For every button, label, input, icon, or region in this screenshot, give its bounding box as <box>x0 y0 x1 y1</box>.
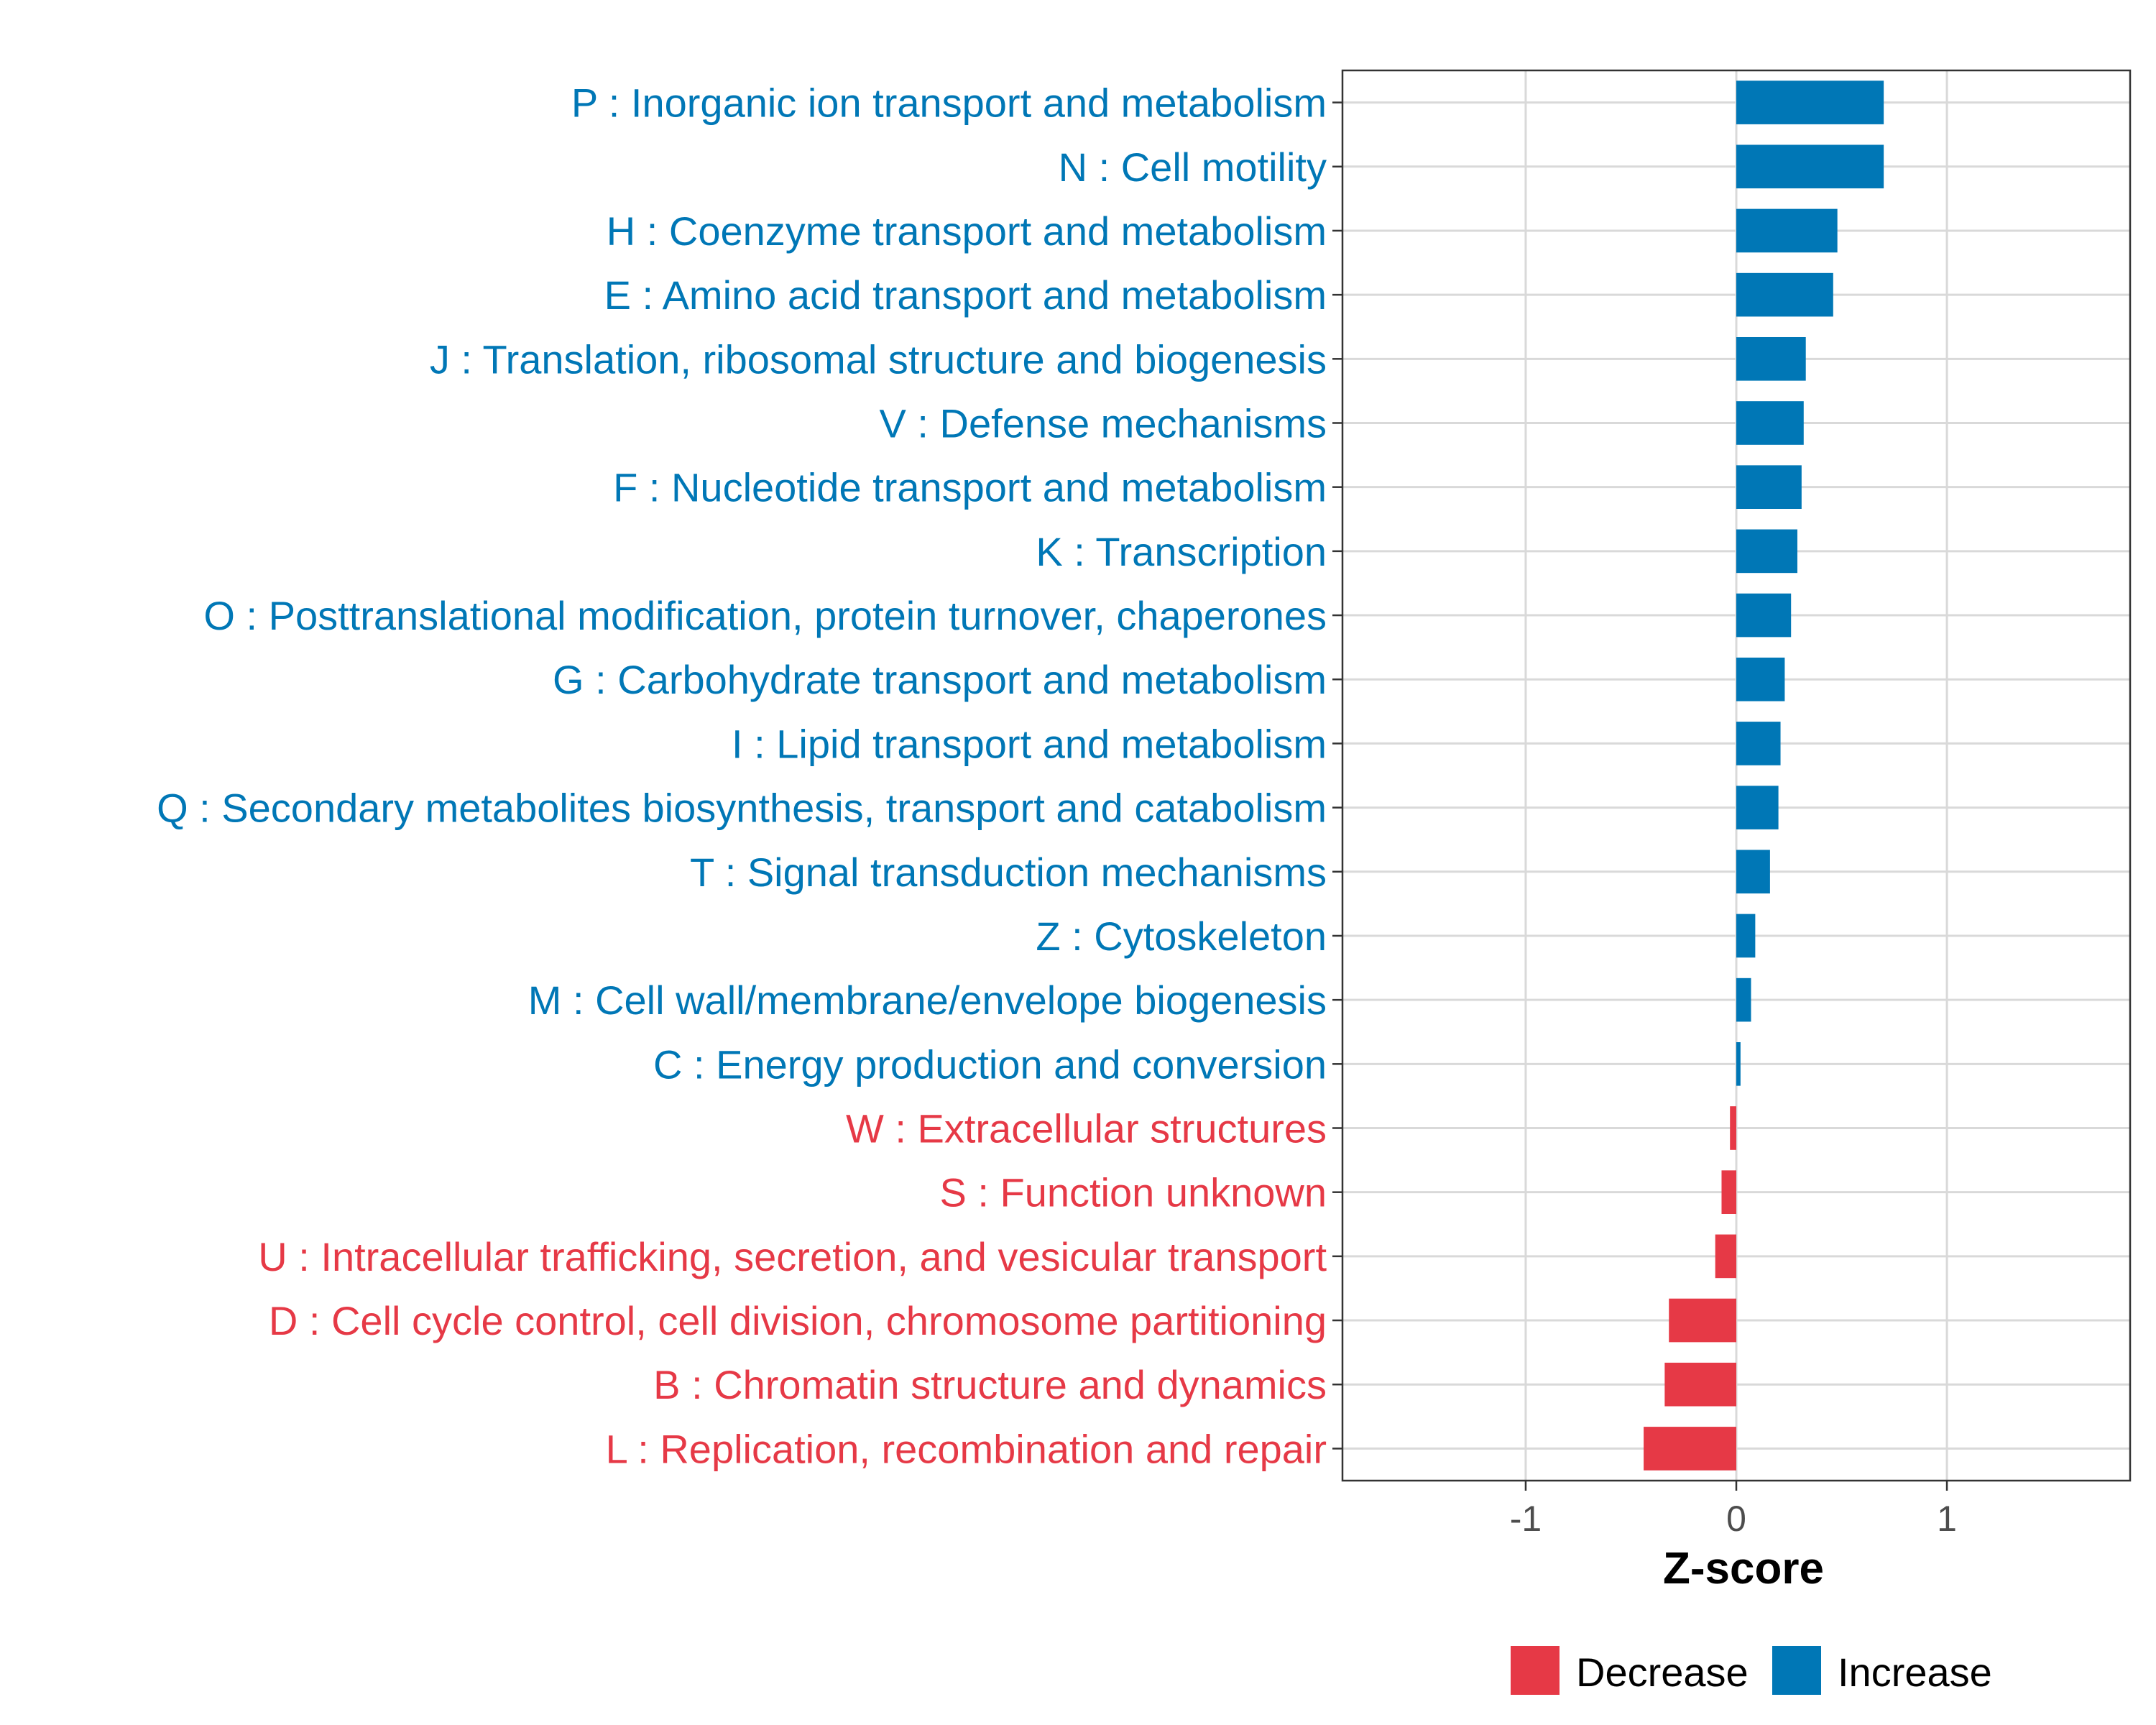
category-label-q: Q : Secondary metabolites biosynthesis, … <box>157 786 1327 831</box>
bar-m <box>1736 978 1751 1022</box>
category-label-t: T : Signal transduction mechanisms <box>690 850 1327 895</box>
bar-q <box>1736 786 1779 829</box>
category-label-d: D : Cell cycle control, cell division, c… <box>269 1298 1327 1343</box>
bar-u <box>1715 1234 1736 1279</box>
category-label-l: L : Replication, recombination and repai… <box>606 1426 1327 1471</box>
category-label-z: Z : Cytoskeleton <box>1036 914 1327 959</box>
bar-n <box>1736 144 1884 189</box>
category-label-w: W : Extracellular structures <box>846 1106 1327 1151</box>
category-label-i: I : Lipid transport and metabolism <box>732 721 1327 766</box>
bar-i <box>1736 722 1781 765</box>
category-label-m: M : Cell wall/membrane/envelope biogenes… <box>528 978 1327 1023</box>
bar-l <box>1644 1427 1736 1471</box>
bar-k <box>1736 529 1797 574</box>
category-label-j: J : Translation, ribosomal structure and… <box>430 336 1327 382</box>
bar-o <box>1736 593 1792 638</box>
bar-w <box>1730 1106 1736 1150</box>
legend: Decrease Increase <box>1511 1646 1992 1695</box>
x-axis-title: Z-score <box>1663 1544 1824 1593</box>
category-label-n: N : Cell motility <box>1059 144 1327 190</box>
bar-p <box>1736 80 1884 124</box>
bar-t <box>1736 850 1770 894</box>
x-tick-layer: -1 0 1 <box>1510 1481 1957 1539</box>
category-label-p: P : Inorganic ion transport and metaboli… <box>571 80 1327 126</box>
bar-d <box>1669 1298 1736 1343</box>
legend-label-decrease: Decrease <box>1576 1650 1749 1695</box>
category-label-s: S : Function unknown <box>939 1170 1327 1215</box>
category-label-u: U : Intracellular trafficking, secretion… <box>258 1234 1327 1279</box>
legend-key-decrease <box>1511 1646 1560 1695</box>
category-label-f: F : Nucleotide transport and metabolism <box>613 465 1327 510</box>
category-label-g: G : Carbohydrate transport and metabolis… <box>553 657 1327 702</box>
bar-f <box>1736 465 1802 510</box>
bar-h <box>1736 208 1838 253</box>
category-label-k: K : Transcription <box>1036 529 1327 574</box>
bar-s <box>1721 1170 1736 1215</box>
bar-g <box>1736 657 1785 702</box>
y-tick-layer <box>1332 101 1342 1450</box>
category-label-e: E : Amino acid transport and metabolism <box>604 272 1327 318</box>
bar-z <box>1736 914 1756 958</box>
bar-b <box>1664 1362 1736 1407</box>
bar-c <box>1736 1041 1741 1086</box>
x-tick-label-2: 1 <box>1937 1499 1957 1539</box>
category-label-h: H : Coenzyme transport and metabolism <box>607 208 1327 254</box>
category-label-layer: P : Inorganic ion transport and metaboli… <box>157 80 1327 1472</box>
bar-v <box>1736 401 1804 445</box>
bar-layer <box>1644 80 1884 1471</box>
legend-key-increase <box>1772 1646 1821 1695</box>
x-tick-label-0: -1 <box>1510 1499 1542 1539</box>
bar-e <box>1736 272 1833 317</box>
x-tick-label-1: 0 <box>1726 1499 1746 1539</box>
category-label-o: O : Posttranslational modification, prot… <box>203 593 1327 638</box>
legend-label-increase: Increase <box>1838 1650 1992 1695</box>
category-label-v: V : Defense mechanisms <box>880 401 1327 446</box>
category-label-c: C : Energy production and conversion <box>653 1041 1327 1087</box>
category-label-b: B : Chromatin structure and dynamics <box>653 1362 1327 1407</box>
bar-j <box>1736 336 1806 381</box>
